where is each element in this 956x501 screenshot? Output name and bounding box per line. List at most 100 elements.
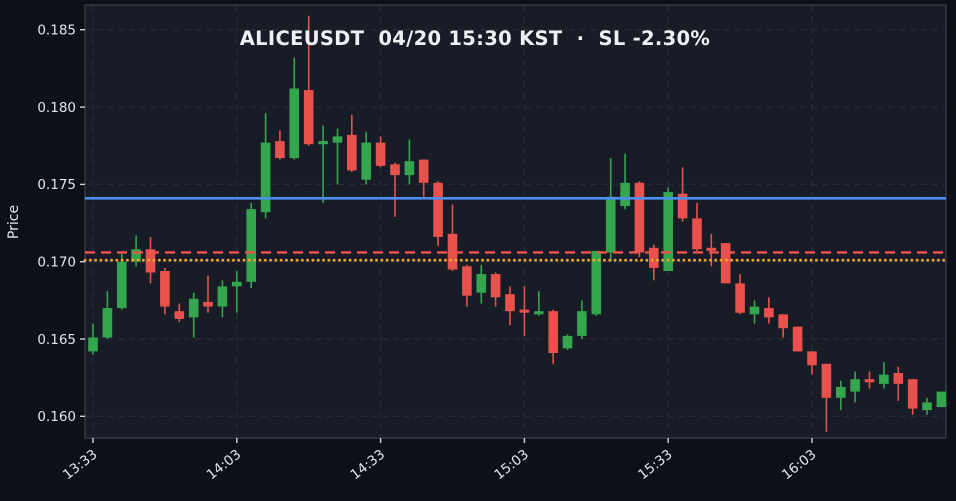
candle-body [548, 311, 558, 353]
candle [217, 280, 228, 318]
candle [922, 397, 932, 415]
candle-body [936, 391, 947, 408]
candle-body [347, 134, 357, 171]
candle [260, 113, 271, 219]
candle-body [88, 337, 98, 352]
candle [907, 379, 918, 415]
y-tick-label: 0.175 [37, 177, 76, 193]
candle [418, 159, 429, 197]
candle [807, 351, 817, 375]
candle [821, 363, 832, 432]
candle-body [433, 182, 443, 237]
candle [519, 286, 530, 336]
candle-body [131, 249, 141, 262]
candle [836, 380, 846, 411]
candle [232, 271, 242, 313]
candle [548, 309, 558, 364]
candle-body [735, 283, 745, 313]
candle [447, 204, 458, 271]
candle [879, 362, 889, 389]
candle-body [217, 286, 228, 307]
x-tick-label: 15:03 [491, 447, 532, 484]
candle [605, 158, 616, 262]
candle [332, 128, 343, 185]
candle-body [188, 298, 199, 318]
x-tick-label: 15:33 [635, 447, 676, 484]
y-tick-label: 0.165 [37, 332, 76, 348]
candle-body [318, 141, 328, 145]
candle [203, 275, 213, 313]
candle-body [203, 301, 213, 307]
candle-body [764, 308, 774, 318]
candle [347, 114, 357, 172]
chart-title: ALICEUSDT 04/20 15:30 KST · SL -2.30% [239, 27, 711, 50]
candle-body [620, 182, 630, 206]
candle [720, 243, 731, 284]
candle [562, 334, 573, 350]
candle [749, 300, 760, 324]
candle-body [807, 351, 817, 366]
candle-body [246, 209, 256, 282]
candle [792, 326, 803, 352]
candle-body [605, 196, 616, 253]
candle-body [102, 308, 113, 338]
candle-body [692, 218, 702, 250]
candle-body [720, 243, 731, 284]
x-tick-label: 16:03 [779, 447, 820, 484]
candle-body [706, 247, 717, 251]
candle-body [534, 311, 544, 315]
candle [735, 274, 745, 315]
candle-body [836, 387, 846, 398]
candle [318, 125, 328, 203]
plot-frame [84, 4, 947, 439]
candle [433, 181, 443, 247]
candle [591, 250, 602, 316]
candle-body [778, 314, 788, 329]
candle-body [490, 274, 501, 298]
candle [893, 366, 904, 401]
candle-body [591, 250, 602, 315]
candle [117, 252, 127, 310]
candle [634, 181, 645, 258]
candle-body [289, 88, 300, 159]
y-tick-label: 0.160 [37, 409, 76, 425]
candle [620, 153, 630, 210]
y-tick-label: 0.170 [37, 255, 76, 271]
candle-body [361, 142, 371, 180]
candle-body [390, 164, 400, 176]
candle-body [462, 266, 472, 296]
candle-body [850, 379, 860, 392]
candle-body [677, 193, 688, 219]
candle [677, 167, 688, 222]
candle [303, 15, 314, 146]
candle-body [476, 274, 487, 293]
candle [577, 300, 587, 339]
candle [864, 371, 875, 389]
candle-body [922, 402, 932, 411]
candle-body [505, 294, 515, 312]
candle [649, 244, 659, 281]
candle [102, 291, 113, 339]
candle [289, 57, 300, 160]
candle [490, 272, 501, 307]
candle-body [792, 326, 803, 352]
candle-body [275, 141, 285, 159]
x-tick-label: 14:33 [348, 447, 389, 484]
candle-body [893, 373, 904, 384]
candle-body [303, 90, 314, 145]
candle-body [447, 233, 458, 270]
candle [160, 267, 170, 315]
candle-body [174, 311, 185, 319]
candle-body [864, 379, 875, 383]
candle-body [879, 374, 889, 384]
candle-body [375, 142, 386, 166]
candle-body [418, 159, 429, 183]
candle [145, 237, 156, 284]
x-tick-label: 14:03 [204, 447, 245, 484]
y-tick-label: 0.185 [37, 23, 76, 39]
candle-body [663, 192, 673, 271]
candle-body [145, 249, 156, 273]
plot-area [85, 5, 946, 438]
candle [131, 235, 141, 267]
